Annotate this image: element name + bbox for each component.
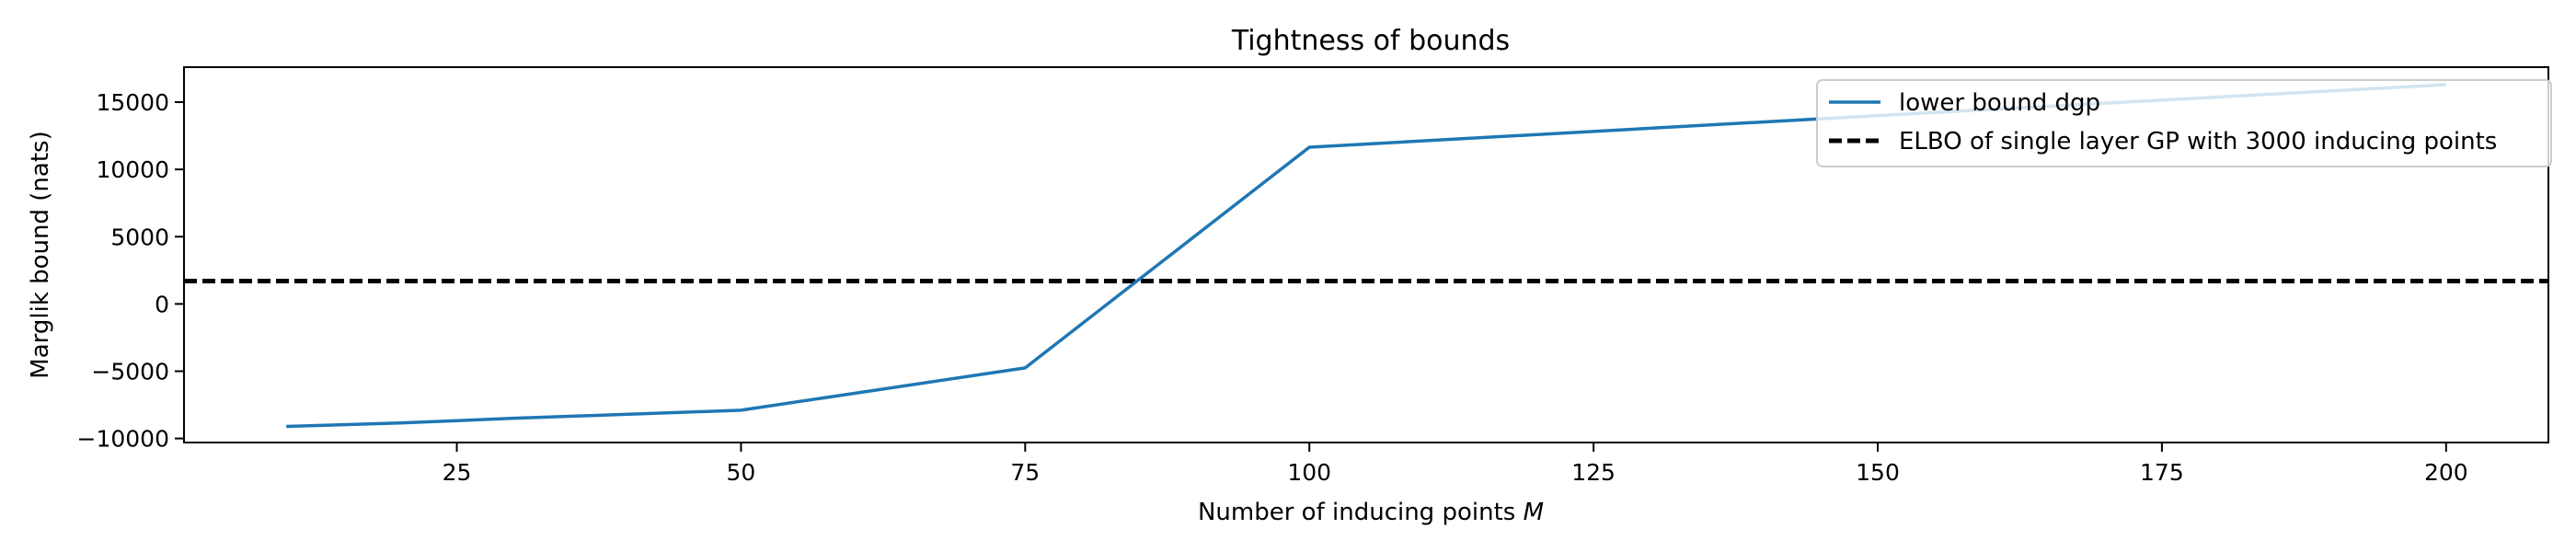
legend-label-elbo: ELBO of single layer GP with 3000 induci… xyxy=(1899,128,2497,155)
y-tick-label: −5000 xyxy=(91,358,169,385)
y-tick-label: 15000 xyxy=(96,89,169,116)
x-tick-label: 150 xyxy=(1856,459,1900,486)
x-axis-label: Number of inducing points M xyxy=(1198,499,1544,526)
legend-label-lower-bound: lower bound dgp xyxy=(1899,89,2100,117)
x-tick-label: 75 xyxy=(1010,459,1040,486)
x-tick-label: 50 xyxy=(727,459,756,486)
y-tick-label: 5000 xyxy=(110,224,169,250)
chart-title: Tightness of bounds xyxy=(1231,25,1510,57)
x-axis-label-text: Number of inducing points xyxy=(1198,499,1524,526)
x-tick-label: 200 xyxy=(2424,459,2468,486)
legend: lower bound dgp ELBO of single layer GP … xyxy=(1817,80,2551,167)
y-tick-label: −10000 xyxy=(77,426,169,453)
x-tick-label: 25 xyxy=(443,459,472,486)
x-axis-label-variable: M xyxy=(1524,499,1544,526)
y-axis: −10000 −5000 0 5000 10000 15000 xyxy=(77,89,184,453)
x-tick-label: 125 xyxy=(1571,459,1616,486)
y-tick-label: 10000 xyxy=(96,156,169,183)
x-tick-label: 100 xyxy=(1287,459,1331,486)
x-tick-label: 175 xyxy=(2140,459,2184,486)
y-tick-label: 0 xyxy=(155,291,169,317)
y-axis-label: Marglik bound (nats) xyxy=(27,131,54,378)
x-axis: 25 50 75 100 125 150 175 200 xyxy=(443,443,2468,486)
